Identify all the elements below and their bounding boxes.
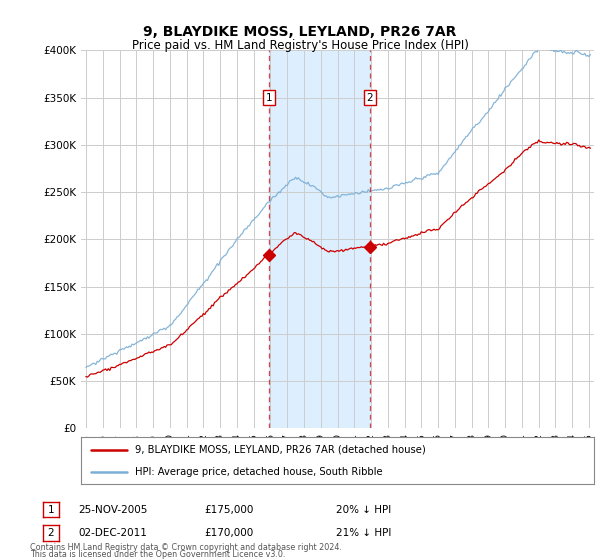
Text: 9, BLAYDIKE MOSS, LEYLAND, PR26 7AR: 9, BLAYDIKE MOSS, LEYLAND, PR26 7AR bbox=[143, 25, 457, 39]
Text: £170,000: £170,000 bbox=[204, 528, 253, 538]
Text: HPI: Average price, detached house, South Ribble: HPI: Average price, detached house, Sout… bbox=[135, 466, 382, 477]
Text: 1: 1 bbox=[266, 92, 272, 102]
Text: 9, BLAYDIKE MOSS, LEYLAND, PR26 7AR (detached house): 9, BLAYDIKE MOSS, LEYLAND, PR26 7AR (det… bbox=[135, 445, 425, 455]
Bar bbox=[269, 50, 370, 428]
Text: 1: 1 bbox=[47, 505, 55, 515]
Text: 25-NOV-2005: 25-NOV-2005 bbox=[78, 505, 148, 515]
Text: 2: 2 bbox=[47, 528, 55, 538]
Text: This data is licensed under the Open Government Licence v3.0.: This data is licensed under the Open Gov… bbox=[30, 550, 286, 559]
Text: Price paid vs. HM Land Registry's House Price Index (HPI): Price paid vs. HM Land Registry's House … bbox=[131, 39, 469, 52]
Text: 2: 2 bbox=[367, 92, 373, 102]
Text: 02-DEC-2011: 02-DEC-2011 bbox=[78, 528, 147, 538]
Text: 21% ↓ HPI: 21% ↓ HPI bbox=[336, 528, 391, 538]
Text: £175,000: £175,000 bbox=[204, 505, 253, 515]
Text: 20% ↓ HPI: 20% ↓ HPI bbox=[336, 505, 391, 515]
Text: Contains HM Land Registry data © Crown copyright and database right 2024.: Contains HM Land Registry data © Crown c… bbox=[30, 543, 342, 552]
